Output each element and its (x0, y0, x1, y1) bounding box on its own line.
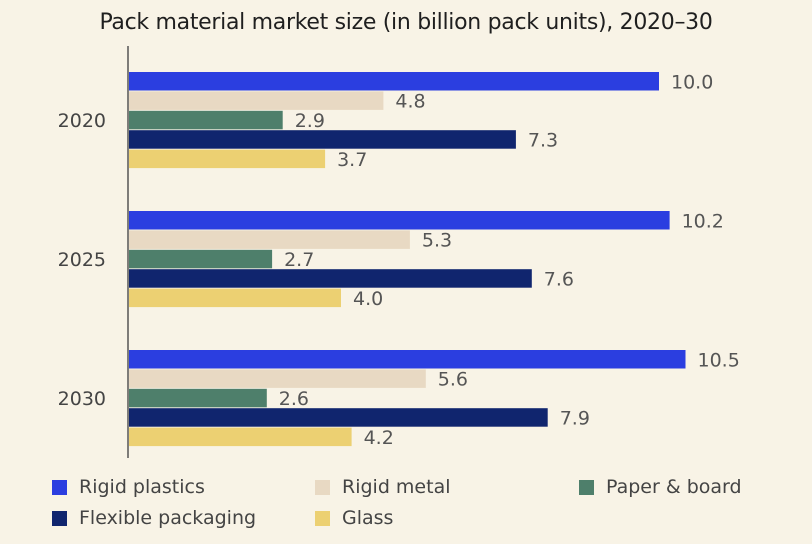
data-label: 3.7 (337, 149, 367, 171)
bar-glass-2020 (129, 149, 326, 169)
data-label: 10.5 (698, 349, 740, 371)
data-label: 4.8 (395, 91, 425, 113)
bar-paper-board-2030 (129, 388, 267, 408)
bar-flexible-packaging-2030 (129, 408, 548, 427)
category-label: 2025 (58, 249, 106, 271)
data-label: 4.2 (364, 427, 394, 449)
data-label: 2.7 (284, 249, 314, 271)
bar-paper-board-2025 (129, 249, 273, 269)
bar-flexible-packaging-2020 (129, 130, 516, 149)
chart-title: Pack material market size (in billion pa… (99, 10, 713, 35)
bar-rigid-metal-2020 (129, 91, 384, 110)
bar-rigid-plastics-2020 (129, 72, 659, 91)
data-label: 4.0 (353, 288, 383, 310)
data-label: 5.3 (422, 230, 452, 252)
category-label: 2020 (58, 110, 106, 132)
data-label: 10.2 (682, 210, 724, 232)
bar-glass-2025 (129, 288, 341, 308)
category-label: 2030 (58, 388, 106, 410)
bar-glass-2030 (129, 427, 352, 447)
bar-rigid-metal-2030 (129, 369, 426, 388)
data-label: 7.3 (528, 129, 558, 151)
bar-paper-board-2020 (129, 110, 283, 130)
data-label: 10.0 (671, 71, 713, 93)
bar-rigid-plastics-2025 (129, 211, 670, 230)
bar-rigid-plastics-2030 (129, 350, 686, 369)
bar-flexible-packaging-2025 (129, 269, 532, 288)
data-label: 7.9 (560, 407, 590, 429)
data-label: 7.6 (544, 268, 574, 290)
data-label: 2.9 (295, 110, 325, 132)
data-label: 2.6 (279, 388, 309, 410)
bar-rigid-metal-2025 (129, 230, 410, 249)
data-label: 5.6 (438, 369, 468, 391)
